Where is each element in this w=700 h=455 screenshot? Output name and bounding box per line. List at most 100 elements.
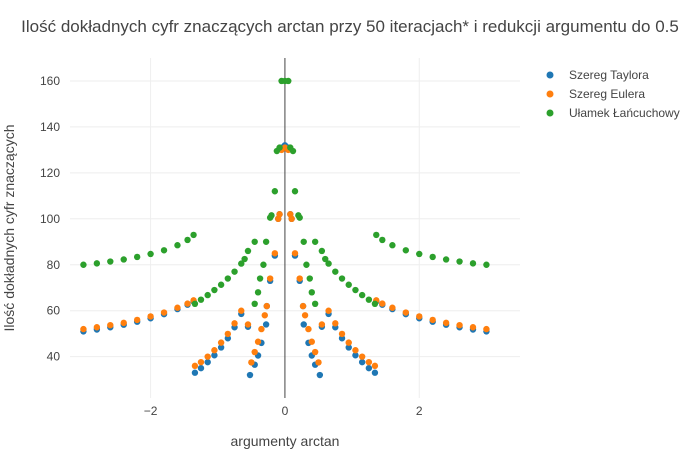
data-point <box>311 238 319 245</box>
data-point <box>238 260 245 267</box>
y-tick-label: 60 <box>47 304 61 318</box>
data-point <box>285 77 292 85</box>
data-point <box>332 320 339 327</box>
data-point <box>456 258 463 265</box>
data-point <box>318 247 326 255</box>
series-2 <box>80 77 490 308</box>
legend-label: Szereg Eulera <box>569 87 645 101</box>
data-point <box>197 364 205 372</box>
data-point <box>315 359 322 366</box>
series-1 <box>80 144 490 370</box>
data-point <box>80 325 87 333</box>
data-point <box>296 275 303 282</box>
data-point <box>174 242 181 249</box>
data-point <box>389 304 396 311</box>
data-point <box>469 260 477 267</box>
data-point <box>258 325 265 333</box>
data-point <box>268 212 275 219</box>
legend-item[interactable]: Szereg Eulera <box>546 87 646 101</box>
data-point <box>224 330 232 338</box>
y-tick-label: 160 <box>40 74 60 88</box>
data-point <box>197 296 205 303</box>
data-point <box>416 313 423 320</box>
axes: 40 60 80 100 120 140 160 −2 0 2 <box>40 74 423 418</box>
data-point <box>174 304 181 311</box>
data-point <box>389 242 396 249</box>
legend-label: Szereg Taylora <box>569 68 649 82</box>
data-point <box>254 338 262 345</box>
data-point <box>204 353 211 360</box>
data-point <box>358 358 366 366</box>
data-point <box>429 253 436 261</box>
data-point <box>442 319 450 327</box>
data-point <box>371 369 379 376</box>
data-point <box>197 358 205 366</box>
data-point <box>402 309 410 316</box>
data-point <box>325 260 332 267</box>
x-tick-label: −2 <box>144 404 158 418</box>
data-points <box>80 77 490 379</box>
data-point <box>365 358 373 366</box>
data-point <box>93 260 101 267</box>
data-point <box>289 147 297 155</box>
data-point <box>254 289 262 296</box>
legend-marker <box>546 90 554 98</box>
data-point <box>379 300 386 307</box>
data-point <box>306 275 313 282</box>
data-point <box>241 255 248 263</box>
data-point <box>300 238 307 245</box>
data-point <box>291 250 299 257</box>
data-point <box>204 291 211 299</box>
grid <box>70 58 520 398</box>
legend-item[interactable]: Szereg Taylora <box>546 68 650 82</box>
data-point <box>211 286 218 294</box>
data-point <box>217 281 225 288</box>
y-tick-label: 40 <box>47 350 61 364</box>
data-point <box>224 275 232 282</box>
data-point <box>338 275 346 282</box>
y-axis-title: Ilość dokładnych cyfr znaczących <box>1 125 17 332</box>
data-point <box>316 371 324 379</box>
data-point <box>352 347 359 354</box>
data-point <box>184 300 191 307</box>
legend[interactable]: Szereg Taylora Szereg Eulera Ułamek Łańcuc… <box>546 68 680 120</box>
data-point <box>184 236 191 244</box>
data-point <box>256 275 264 282</box>
data-point <box>305 325 312 333</box>
data-point <box>191 362 199 370</box>
data-point <box>483 325 490 333</box>
y-tick-label: 120 <box>40 166 60 180</box>
data-point <box>248 359 255 366</box>
legend-item[interactable]: Ułamek Łańcuchowy <box>546 106 680 120</box>
data-point <box>262 238 270 245</box>
legend-label: Ułamek Łańcuchowy <box>569 106 680 120</box>
data-point <box>469 324 477 331</box>
data-point <box>332 268 339 275</box>
data-point <box>238 307 245 314</box>
data-point <box>416 250 423 258</box>
legend-marker <box>546 109 554 117</box>
data-point <box>345 339 352 346</box>
legend-marker <box>546 71 554 79</box>
data-point <box>373 231 380 239</box>
data-point <box>352 286 359 294</box>
data-point <box>442 256 450 263</box>
data-point <box>80 261 87 268</box>
x-tick-label: 0 <box>282 404 289 418</box>
data-point <box>133 253 141 261</box>
data-point <box>276 144 283 151</box>
data-point <box>260 261 267 268</box>
data-point <box>371 362 379 370</box>
chart-title: Ilość dokładnych cyfr znaczących arctan … <box>21 17 679 36</box>
data-point <box>338 330 346 338</box>
data-point <box>456 321 463 329</box>
data-point <box>120 319 127 327</box>
data-point <box>263 302 270 310</box>
data-point <box>352 352 359 359</box>
data-point <box>325 307 332 314</box>
data-point <box>365 364 373 372</box>
data-point <box>271 250 279 257</box>
data-point <box>300 321 307 328</box>
data-point <box>308 338 315 345</box>
